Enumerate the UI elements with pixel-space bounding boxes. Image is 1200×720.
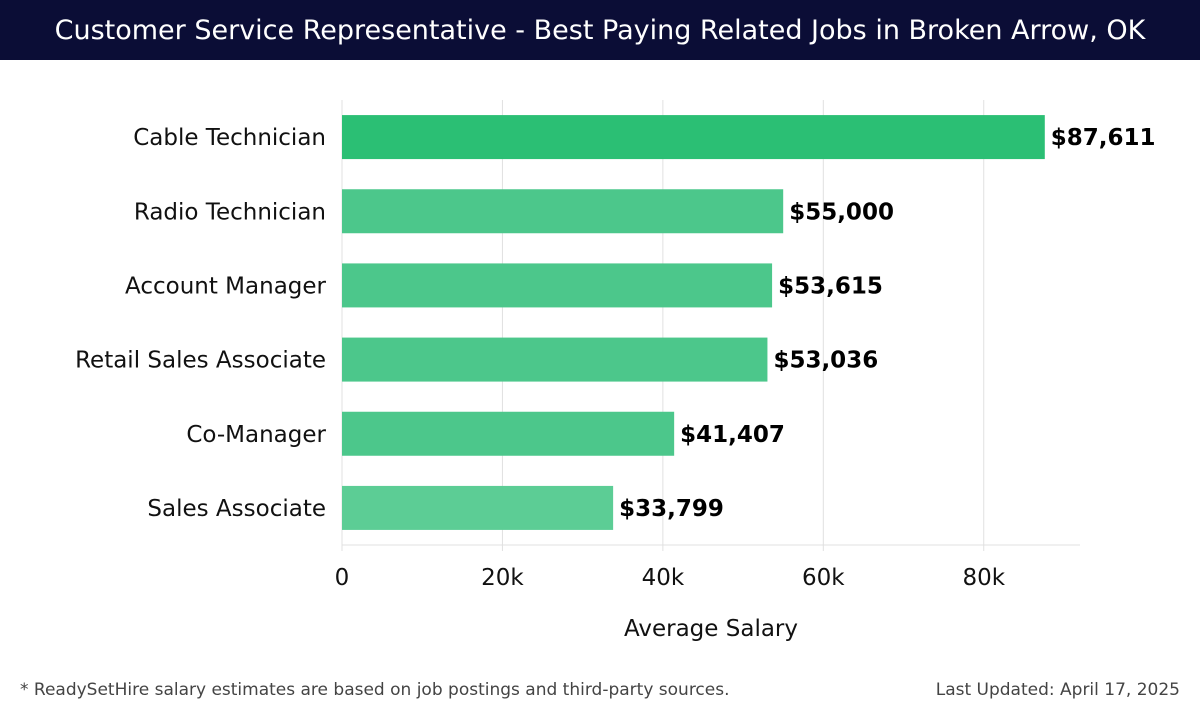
category-label: Radio Technician — [134, 199, 326, 225]
x-tick-label: 20k — [481, 565, 524, 591]
value-label: $55,000 — [789, 199, 894, 225]
bar — [342, 411, 675, 456]
value-label: $53,036 — [773, 348, 878, 374]
value-labels: $87,611 $55,000 $53,615 $53,036 $41,407 $33,7… — [619, 125, 1155, 522]
chart-title: Customer Service Representative - Best P… — [0, 0, 1200, 60]
bar — [342, 337, 768, 382]
last-updated: Last Updated: April 17, 2025 — [935, 680, 1180, 700]
x-tick-label: 80k — [962, 565, 1005, 591]
x-tick-label: 60k — [802, 565, 845, 591]
category-label: Sales Associate — [147, 496, 326, 522]
x-tick-label: 40k — [642, 565, 685, 591]
x-axis-title: Average Salary — [624, 616, 798, 642]
bar — [342, 189, 784, 234]
value-label: $33,799 — [619, 496, 724, 522]
bar-chart: Cable Technician Radio Technician Account … — [75, 100, 1156, 642]
x-tick-labels: 0 20k 40k 60k 80k — [335, 565, 1006, 591]
category-label: Cable Technician — [133, 125, 326, 151]
bar — [342, 115, 1045, 160]
x-tick-label: 0 — [335, 565, 350, 591]
category-label: Account Manager — [125, 273, 327, 299]
grid-lines — [341, 100, 1080, 551]
bars — [342, 115, 1045, 530]
bar — [342, 485, 614, 530]
value-label: $53,615 — [778, 273, 883, 299]
value-label: $41,407 — [680, 422, 785, 448]
value-label: $87,611 — [1051, 125, 1156, 151]
category-label: Co-Manager — [186, 422, 326, 448]
category-labels: Cable Technician Radio Technician Account … — [75, 125, 326, 522]
bar — [342, 263, 773, 308]
footnote: * ReadySetHire salary estimates are base… — [20, 680, 730, 700]
category-label: Retail Sales Associate — [75, 348, 326, 374]
